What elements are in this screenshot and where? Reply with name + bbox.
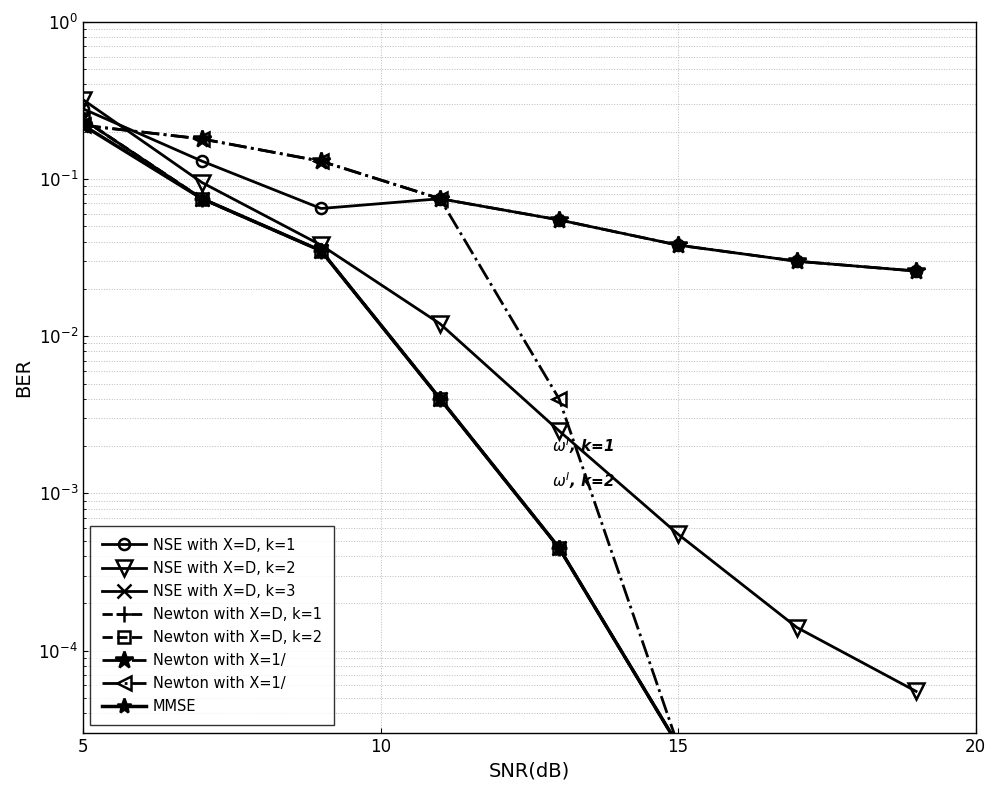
NSE with X=D, k=1	[553, 215, 565, 225]
Legend: NSE with X=D, k=1, NSE with X=D, k=2, NSE with X=D, k=3, Newton with X=D, k=1, N: NSE with X=D, k=1, NSE with X=D, k=2, NS…	[90, 526, 334, 726]
MMSE	[196, 194, 208, 203]
Newton with X=D, k=1	[910, 740, 922, 750]
NSE with X=D, k=2	[77, 95, 89, 105]
X-axis label: SNR(dB): SNR(dB)	[489, 761, 570, 781]
Newton with X=D, k=2	[434, 394, 446, 403]
Newton with X=D, k=2	[910, 740, 922, 750]
MMSE	[315, 246, 327, 256]
Newton with X=1/	[434, 194, 446, 203]
Newton with X=1/	[434, 194, 446, 203]
Line: Newton with X=D, k=1: Newton with X=D, k=1	[75, 111, 924, 754]
NSE with X=D, k=3	[315, 246, 327, 256]
NSE with X=D, k=2	[553, 426, 565, 436]
Line: NSE with X=D, k=1: NSE with X=D, k=1	[78, 103, 922, 276]
Newton with X=1/	[315, 156, 327, 166]
Line: Newton with X=1/: Newton with X=1/	[74, 116, 925, 280]
Text: $\omega^I$, k=2: $\omega^I$, k=2	[552, 471, 615, 491]
MMSE	[910, 740, 922, 750]
Newton with X=1/	[910, 266, 922, 276]
NSE with X=D, k=1	[77, 104, 89, 114]
Newton with X=1/	[672, 241, 684, 250]
MMSE	[791, 740, 803, 750]
Newton with X=1/	[196, 134, 208, 144]
MMSE	[434, 394, 446, 403]
NSE with X=D, k=3	[791, 740, 803, 750]
Newton with X=D, k=1	[672, 740, 684, 750]
NSE with X=D, k=3	[196, 194, 208, 203]
Line: NSE with X=D, k=3: NSE with X=D, k=3	[76, 113, 923, 752]
Newton with X=1/	[77, 121, 89, 130]
NSE with X=D, k=3	[553, 543, 565, 553]
Line: MMSE: MMSE	[75, 118, 924, 753]
Newton with X=1/	[791, 256, 803, 266]
Newton with X=1/	[910, 740, 922, 750]
NSE with X=D, k=1	[791, 256, 803, 266]
NSE with X=D, k=2	[791, 622, 803, 632]
MMSE	[553, 543, 565, 553]
Newton with X=D, k=1	[315, 246, 327, 256]
Line: Newton with X=D, k=2: Newton with X=D, k=2	[77, 113, 922, 751]
Line: Newton with X=1/: Newton with X=1/	[76, 118, 923, 752]
NSE with X=D, k=2	[910, 687, 922, 696]
Line: NSE with X=D, k=2: NSE with X=D, k=2	[75, 92, 924, 699]
NSE with X=D, k=1	[910, 266, 922, 276]
Newton with X=D, k=2	[553, 543, 565, 553]
Newton with X=D, k=2	[791, 740, 803, 750]
Newton with X=D, k=2	[672, 740, 684, 750]
Newton with X=D, k=1	[434, 394, 446, 403]
NSE with X=D, k=3	[434, 394, 446, 403]
NSE with X=D, k=1	[434, 194, 446, 203]
Text: $\omega^I$, k=1: $\omega^I$, k=1	[552, 435, 614, 456]
Newton with X=1/	[553, 215, 565, 225]
Y-axis label: BER: BER	[14, 358, 33, 397]
MMSE	[77, 121, 89, 130]
NSE with X=D, k=2	[672, 530, 684, 539]
NSE with X=D, k=1	[672, 241, 684, 250]
Newton with X=D, k=2	[315, 246, 327, 256]
Newton with X=D, k=1	[196, 194, 208, 203]
MMSE	[672, 740, 684, 750]
NSE with X=D, k=3	[672, 740, 684, 750]
Newton with X=D, k=1	[77, 114, 89, 124]
Newton with X=1/	[553, 394, 565, 403]
NSE with X=D, k=1	[196, 156, 208, 166]
Newton with X=1/	[196, 134, 208, 144]
Newton with X=1/	[77, 121, 89, 130]
Newton with X=D, k=2	[77, 114, 89, 124]
Newton with X=D, k=2	[196, 194, 208, 203]
Newton with X=D, k=1	[553, 543, 565, 553]
Newton with X=1/	[315, 156, 327, 166]
NSE with X=D, k=1	[315, 204, 327, 214]
Newton with X=D, k=1	[791, 740, 803, 750]
NSE with X=D, k=3	[910, 740, 922, 750]
NSE with X=D, k=3	[77, 114, 89, 124]
Newton with X=1/	[791, 740, 803, 750]
Newton with X=1/	[672, 740, 684, 750]
NSE with X=D, k=2	[434, 319, 446, 329]
NSE with X=D, k=2	[315, 241, 327, 250]
NSE with X=D, k=2	[196, 178, 208, 187]
